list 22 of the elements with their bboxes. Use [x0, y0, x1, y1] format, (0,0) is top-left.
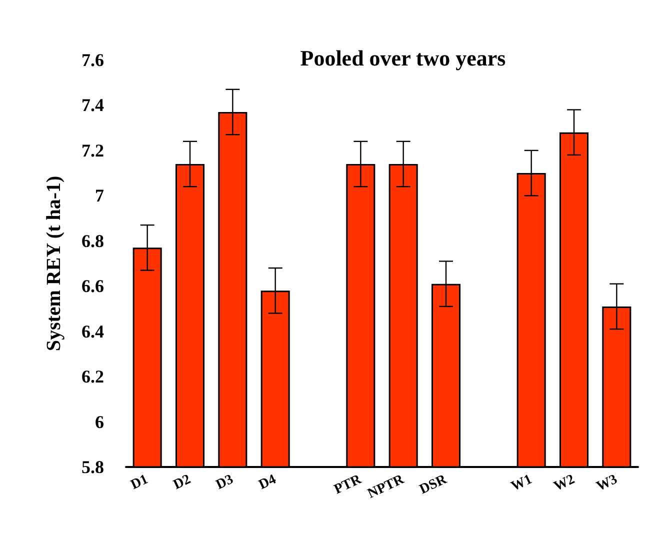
y-tick-label: 6.2	[82, 366, 104, 387]
x-tick-label: D3	[214, 472, 236, 494]
chart-title: Pooled over two years	[300, 46, 506, 70]
x-tick-label: DSR	[417, 472, 450, 498]
x-tick-label: W1	[509, 472, 535, 495]
y-tick-label: 6.4	[82, 321, 104, 342]
y-tick-label: 6.8	[82, 230, 104, 251]
x-tick-label: D2	[171, 472, 194, 494]
y-tick-label: 5.8	[82, 457, 104, 477]
x-tick-label: W3	[594, 472, 620, 495]
y-tick-label: 6	[95, 412, 104, 432]
y-tick-label: 7	[95, 186, 104, 206]
x-tick-label: NPTR	[366, 472, 408, 502]
y-tick-label: 6.6	[82, 276, 104, 296]
y-tick-label: 7.6	[82, 50, 104, 70]
x-tick-label: W2	[552, 472, 578, 495]
x-tick-label: D1	[128, 472, 151, 494]
x-tick-label: PTR	[332, 472, 365, 498]
y-tick-label: 7.4	[82, 95, 104, 116]
y-axis-title: System REY (t ha-1)	[43, 176, 65, 352]
x-tick-label: D4	[256, 472, 279, 494]
y-tick-label: 7.2	[82, 140, 104, 160]
